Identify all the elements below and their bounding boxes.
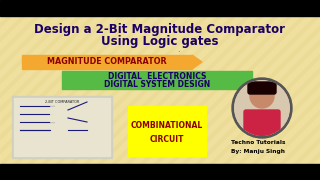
- Bar: [50, 114, 68, 122]
- Text: By: Manju Singh: By: Manju Singh: [231, 150, 285, 154]
- Text: DIGITAL  ELECTRONICS: DIGITAL ELECTRONICS: [108, 72, 206, 81]
- Bar: [128, 106, 206, 156]
- FancyBboxPatch shape: [248, 82, 276, 94]
- Bar: [50, 106, 68, 114]
- Bar: [62, 71, 252, 89]
- Bar: [50, 126, 68, 134]
- Text: COMBINATIONAL: COMBINATIONAL: [131, 122, 203, 130]
- Circle shape: [232, 78, 292, 138]
- Polygon shape: [192, 55, 202, 69]
- Text: Using Logic gates: Using Logic gates: [101, 35, 219, 48]
- Bar: [12, 96, 112, 158]
- Text: CIRCUIT: CIRCUIT: [150, 136, 184, 145]
- Text: MAGNITUDE COMPARATOR: MAGNITUDE COMPARATOR: [47, 57, 167, 66]
- Bar: [14, 98, 110, 156]
- Text: Design a 2-Bit Magnitude Comparator: Design a 2-Bit Magnitude Comparator: [35, 22, 285, 35]
- Text: Techno Tutorials: Techno Tutorials: [231, 141, 285, 145]
- FancyBboxPatch shape: [244, 110, 280, 136]
- Bar: [22, 55, 192, 69]
- Bar: [0, 0, 320, 16]
- Text: DIGITAL SYSTEM DESIGN: DIGITAL SYSTEM DESIGN: [104, 80, 210, 89]
- Circle shape: [250, 84, 274, 108]
- Bar: [0, 164, 320, 180]
- Text: 2-BIT COMPARATOR: 2-BIT COMPARATOR: [45, 100, 79, 104]
- Text: .: .: [177, 46, 179, 55]
- Circle shape: [234, 80, 290, 136]
